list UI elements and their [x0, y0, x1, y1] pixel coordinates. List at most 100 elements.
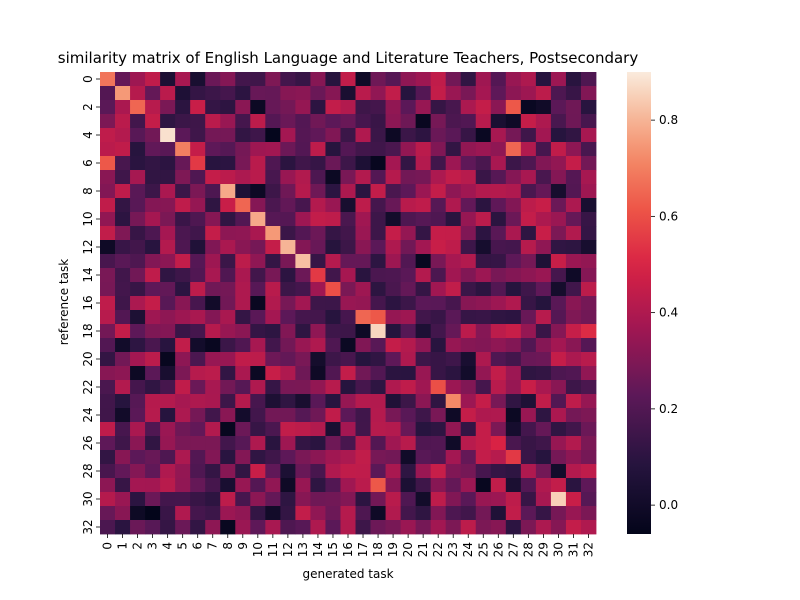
heatmap-cell: [520, 506, 537, 521]
heatmap-cell: [235, 338, 251, 353]
heatmap-cell: [235, 114, 251, 129]
heatmap-cell: [445, 212, 462, 227]
heatmap-cell: [310, 156, 326, 171]
heatmap-cell: [220, 352, 236, 367]
heatmap-cell: [310, 436, 326, 451]
heatmap-cell: [475, 506, 492, 521]
x-tick-label: 30: [551, 542, 565, 557]
heatmap-cell: [145, 296, 161, 311]
heatmap-cell: [550, 352, 567, 367]
heatmap-cell: [205, 324, 221, 339]
heatmap-cell: [460, 198, 477, 213]
heatmap-cell: [250, 464, 266, 479]
heatmap-cell: [340, 380, 356, 395]
heatmap-cell: [325, 240, 341, 255]
heatmap-cell: [175, 156, 191, 171]
heatmap-cell: [550, 492, 567, 507]
heatmap-cell: [535, 100, 552, 115]
heatmap-cell: [340, 310, 356, 325]
heatmap-cell: [115, 282, 131, 297]
heatmap-cell: [190, 478, 206, 493]
heatmap-cell: [505, 100, 522, 115]
heatmap-cell: [100, 450, 116, 465]
heatmap-cell: [190, 86, 206, 101]
heatmap-cell: [490, 394, 507, 409]
heatmap-cell: [490, 198, 507, 213]
heatmap-cell: [175, 338, 191, 353]
heatmap-cell: [430, 450, 447, 465]
heatmap-cell: [265, 100, 281, 115]
heatmap-cell: [145, 464, 161, 479]
heatmap-cell: [160, 184, 176, 199]
heatmap-cell: [505, 240, 522, 255]
heatmap-cell: [250, 520, 266, 535]
x-tick-label: 19: [386, 542, 400, 557]
heatmap-cell: [130, 282, 146, 297]
heatmap-cell: [460, 142, 477, 157]
heatmap-cell: [145, 226, 161, 241]
heatmap-cell: [145, 478, 161, 493]
heatmap-cell: [400, 184, 417, 199]
heatmap-cell: [505, 478, 522, 493]
heatmap-cell: [205, 394, 221, 409]
heatmap-cell: [355, 100, 371, 115]
heatmap-cell: [280, 240, 296, 255]
heatmap-cell: [295, 506, 311, 521]
heatmap-cell: [550, 478, 567, 493]
heatmap-cell: [220, 394, 236, 409]
heatmap-cell: [100, 338, 116, 353]
heatmap-cell: [370, 394, 386, 409]
x-tick-label: 2: [131, 542, 145, 550]
heatmap-cell: [505, 268, 522, 283]
heatmap-cell: [115, 352, 131, 367]
heatmap-cell: [205, 408, 221, 423]
heatmap-cell: [565, 142, 582, 157]
heatmap-cell: [505, 72, 522, 87]
heatmap-cell: [295, 310, 311, 325]
heatmap-cell: [505, 464, 522, 479]
heatmap-cell: [580, 156, 597, 171]
y-tick-label: 16: [81, 295, 95, 310]
heatmap-cell: [130, 450, 146, 465]
heatmap-cell: [430, 310, 447, 325]
heatmap-cell: [415, 506, 432, 521]
heatmap-cell: [115, 296, 131, 311]
heatmap-cell: [400, 352, 417, 367]
heatmap-cell: [130, 170, 146, 185]
heatmap-cell: [475, 114, 492, 129]
heatmap-cell: [130, 478, 146, 493]
heatmap-cell: [520, 170, 537, 185]
heatmap-cell: [385, 310, 402, 325]
heatmap-cell: [190, 436, 206, 451]
heatmap-cell: [145, 408, 161, 423]
heatmap-cell: [235, 100, 251, 115]
heatmap-cell: [505, 450, 522, 465]
heatmap-cell: [265, 338, 281, 353]
heatmap-cell: [160, 100, 176, 115]
heatmap-cell: [235, 86, 251, 101]
heatmap-cell: [430, 296, 447, 311]
heatmap-cell: [130, 100, 146, 115]
heatmap-cell: [580, 198, 597, 213]
heatmap-cell: [505, 366, 522, 381]
heatmap-cell: [280, 520, 296, 535]
heatmap-cell: [295, 184, 311, 199]
heatmap-cell: [160, 268, 176, 283]
heatmap-cell: [295, 366, 311, 381]
heatmap-cell: [430, 352, 447, 367]
heatmap-cell: [205, 240, 221, 255]
heatmap-cell: [115, 464, 131, 479]
heatmap-cell: [520, 380, 537, 395]
heatmap-cell: [430, 128, 447, 143]
heatmap-cell: [415, 198, 432, 213]
heatmap-cell: [250, 114, 266, 129]
heatmap-cell: [430, 86, 447, 101]
heatmap-cell: [190, 310, 206, 325]
heatmap-cell: [280, 436, 296, 451]
heatmap-cell: [505, 380, 522, 395]
heatmap-cell: [355, 72, 371, 87]
heatmap-cell: [250, 212, 266, 227]
heatmap-cell: [355, 450, 371, 465]
heatmap-cell: [160, 226, 176, 241]
heatmap-cell: [505, 422, 522, 437]
